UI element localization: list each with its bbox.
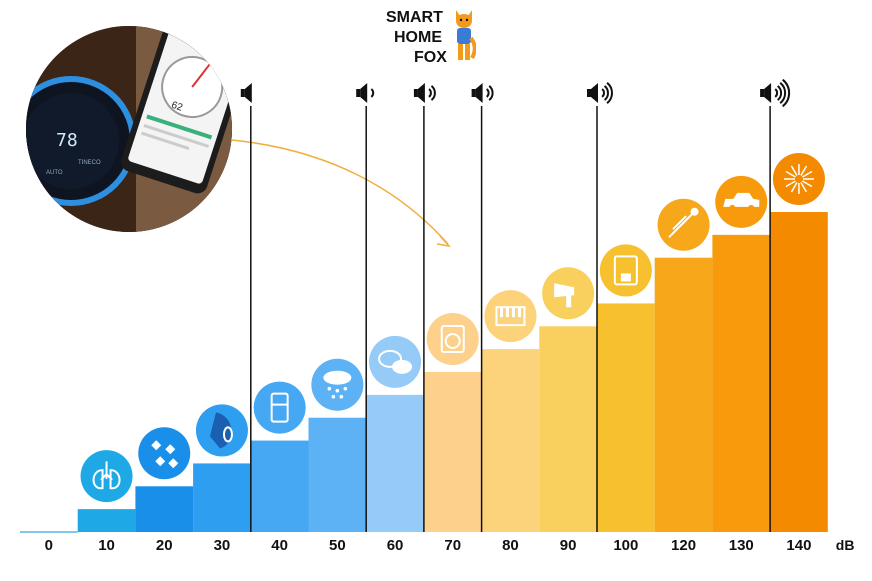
- bar-70db: [423, 372, 482, 532]
- fridge-icon: [253, 381, 306, 434]
- speaker-icon: [240, 83, 252, 103]
- police-car-icon: [715, 175, 768, 228]
- bar-60db: [366, 394, 424, 532]
- vacuum-display: 78: [56, 130, 78, 151]
- brand-line-3: FOX: [414, 49, 447, 66]
- speaker-marker-60db: [356, 83, 375, 532]
- speaker-icon: [760, 78, 791, 108]
- phone-reading: 62: [170, 100, 184, 114]
- tick-label-0: 0: [45, 537, 53, 554]
- tick-label-70: 70: [444, 537, 461, 554]
- tick-label-130: 130: [729, 537, 754, 554]
- vacuum-mode: AUTO: [46, 170, 63, 176]
- bar-40db: [250, 440, 309, 532]
- x-axis-unit-label: dB: [836, 537, 855, 553]
- bar-20db: [135, 486, 194, 532]
- tick-label-90: 90: [560, 537, 577, 554]
- speaker-icon: [471, 83, 494, 103]
- bar-10db: [77, 509, 136, 532]
- speaker-marker-70db: [413, 83, 436, 532]
- vacuum-brand: TINECO: [78, 160, 101, 166]
- bar-120db: [654, 257, 713, 532]
- rain-icon: [311, 358, 364, 411]
- vacuum-photo: 78 TINECO AUTO 62: [26, 26, 232, 232]
- speaker-marker-40db: [240, 83, 252, 532]
- tick-label-20: 20: [156, 537, 173, 554]
- chat-icon: [369, 335, 422, 388]
- trombone-icon: [657, 198, 710, 251]
- tick-label-10: 10: [98, 537, 115, 554]
- photo-pointer-arrow: [231, 139, 449, 245]
- bar-140db: [770, 212, 828, 532]
- speaker-marker-140db: [760, 78, 791, 532]
- tick-label-100: 100: [613, 537, 638, 554]
- brand-logo: SMART HOME FOX: [384, 8, 480, 68]
- coffee-machine-icon: [599, 244, 652, 297]
- piano-icon: [484, 290, 537, 343]
- tick-label-40: 40: [271, 537, 288, 554]
- lungs-icon: [80, 450, 133, 503]
- bar-90db: [539, 326, 597, 532]
- washing-machine-icon: [426, 313, 479, 365]
- speaker-icon: [587, 82, 613, 104]
- brand-line-1: SMART: [386, 9, 443, 26]
- bar-50db: [308, 417, 367, 532]
- bar-100db: [597, 303, 655, 532]
- bar-130db: [712, 234, 771, 532]
- tick-label-120: 120: [671, 537, 696, 554]
- brand-line-2: HOME: [394, 29, 442, 46]
- hair-dryer-icon: [542, 267, 595, 320]
- bar-80db: [481, 349, 540, 532]
- bar-30db: [193, 463, 251, 532]
- speaker-marker-80db: [471, 83, 494, 532]
- whisper-icon: [195, 404, 248, 457]
- arrow-head-icon: [436, 235, 451, 248]
- speaker-icon: [356, 83, 375, 103]
- tick-label-30: 30: [214, 537, 231, 554]
- tick-label-80: 80: [502, 537, 519, 554]
- fireworks-icon: [772, 153, 825, 205]
- tick-label-50: 50: [329, 537, 346, 554]
- speaker-marker-100db: [587, 82, 613, 532]
- leaves-icon: [138, 427, 191, 480]
- tick-label-60: 60: [387, 537, 404, 554]
- tick-label-140: 140: [786, 537, 811, 554]
- speaker-icon: [413, 83, 436, 103]
- fox-mascot-icon: [456, 10, 476, 60]
